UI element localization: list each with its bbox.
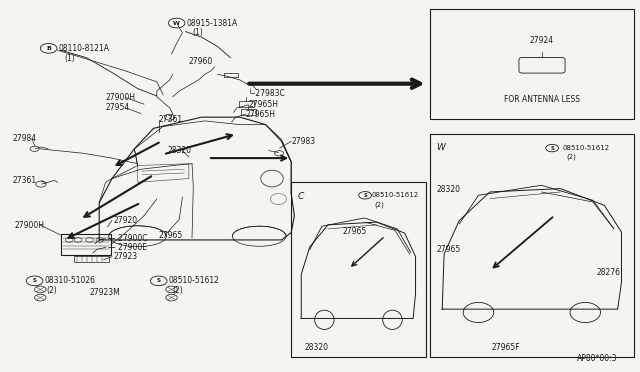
Text: 08510-51612: 08510-51612 (563, 145, 609, 151)
Text: (2): (2) (173, 286, 184, 295)
Text: FOR ANTENNA LESS: FOR ANTENNA LESS (504, 95, 580, 104)
Bar (430, 9, 634, 119)
Text: 27965: 27965 (342, 227, 367, 236)
Text: S: S (157, 278, 161, 283)
Text: (1): (1) (64, 54, 75, 63)
Text: 08915-1381A: 08915-1381A (187, 19, 238, 28)
Text: 27965: 27965 (436, 246, 461, 254)
Text: S: S (550, 145, 554, 151)
Text: (1): (1) (192, 28, 203, 37)
Text: 08310-51026: 08310-51026 (45, 276, 96, 285)
Text: 27924: 27924 (530, 36, 554, 45)
Text: B: B (46, 46, 51, 51)
Text: AP80*00:3: AP80*00:3 (577, 354, 618, 363)
Text: 27923M: 27923M (90, 288, 120, 296)
Text: 27361: 27361 (159, 115, 183, 124)
Text: 27954: 27954 (106, 103, 130, 112)
Text: 27923: 27923 (114, 252, 138, 261)
Text: 27920: 27920 (114, 216, 138, 225)
Text: — 27900E: — 27900E (108, 243, 147, 252)
Bar (430, 134, 634, 357)
Text: 28320: 28320 (305, 343, 329, 352)
Text: (2): (2) (374, 201, 385, 208)
Bar (61, 234, 111, 255)
Text: 27965F: 27965F (491, 343, 520, 352)
Text: C: C (298, 192, 304, 201)
Text: W: W (173, 20, 180, 26)
Text: ╰-27983C: ╰-27983C (248, 89, 285, 98)
Bar (291, 182, 426, 357)
Text: 27361: 27361 (13, 176, 37, 185)
Text: 28320: 28320 (436, 185, 461, 194)
Bar (224, 73, 238, 77)
Text: 27900H: 27900H (106, 93, 136, 102)
Text: 08510-51612: 08510-51612 (372, 192, 419, 198)
Text: 27984: 27984 (13, 134, 37, 143)
Text: — 27900C: — 27900C (108, 234, 147, 243)
Text: 08510-51612: 08510-51612 (169, 276, 220, 285)
Text: 27900H: 27900H (14, 221, 44, 230)
Bar (74, 256, 109, 262)
Text: (2): (2) (566, 154, 576, 160)
Text: 08110-8121A: 08110-8121A (59, 44, 110, 53)
Text: 27983: 27983 (291, 137, 316, 146)
Text: S: S (33, 278, 36, 283)
Bar (241, 109, 256, 115)
Text: 27960: 27960 (189, 57, 213, 66)
Text: 28320: 28320 (168, 146, 192, 155)
Bar (239, 101, 254, 107)
Text: 27965: 27965 (159, 231, 183, 240)
Text: 27965H: 27965H (246, 110, 276, 119)
Text: W: W (436, 143, 445, 152)
Text: 28276: 28276 (597, 268, 621, 277)
Text: (2): (2) (46, 286, 57, 295)
Text: 27965H: 27965H (248, 100, 278, 109)
Text: S: S (364, 193, 367, 198)
